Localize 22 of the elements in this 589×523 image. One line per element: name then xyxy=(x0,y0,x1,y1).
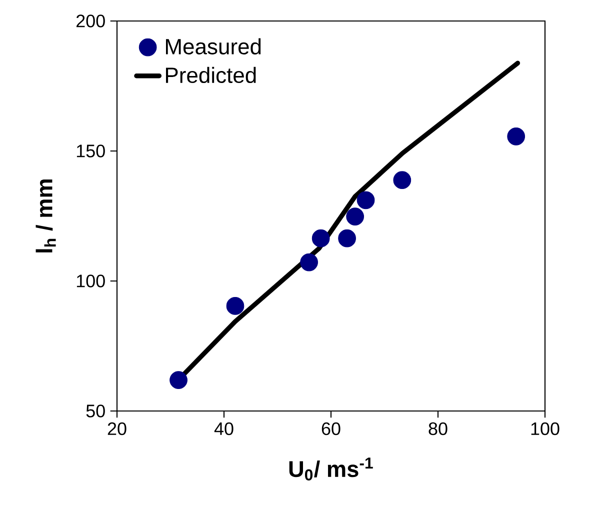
point xyxy=(356,191,375,210)
point xyxy=(346,208,364,226)
x-tick-label: 60 xyxy=(322,422,340,436)
point xyxy=(300,253,318,272)
y-axis-title: l$_{h}$ / mm xyxy=(36,179,56,252)
point xyxy=(393,171,412,190)
x-tick-label: 80 xyxy=(428,422,448,436)
y-tick-label: 100 xyxy=(76,274,105,288)
legend-label: Measured xyxy=(166,38,261,54)
x-tick-label: 100 xyxy=(531,422,560,436)
point xyxy=(226,297,244,315)
point xyxy=(507,127,526,146)
point xyxy=(338,229,356,248)
y-tick-label: 150 xyxy=(76,144,105,158)
x-axis-title: U$_{0}$/ ms$^{-1}$ xyxy=(289,458,373,480)
x-tick-label: 20 xyxy=(108,422,126,436)
y-tick-label: 50 xyxy=(86,404,105,418)
point xyxy=(170,371,188,389)
y-tick-label: 200 xyxy=(76,14,105,28)
legend-label: Predicted xyxy=(166,66,256,84)
point xyxy=(312,229,330,248)
x-tick-label: 40 xyxy=(214,422,234,436)
